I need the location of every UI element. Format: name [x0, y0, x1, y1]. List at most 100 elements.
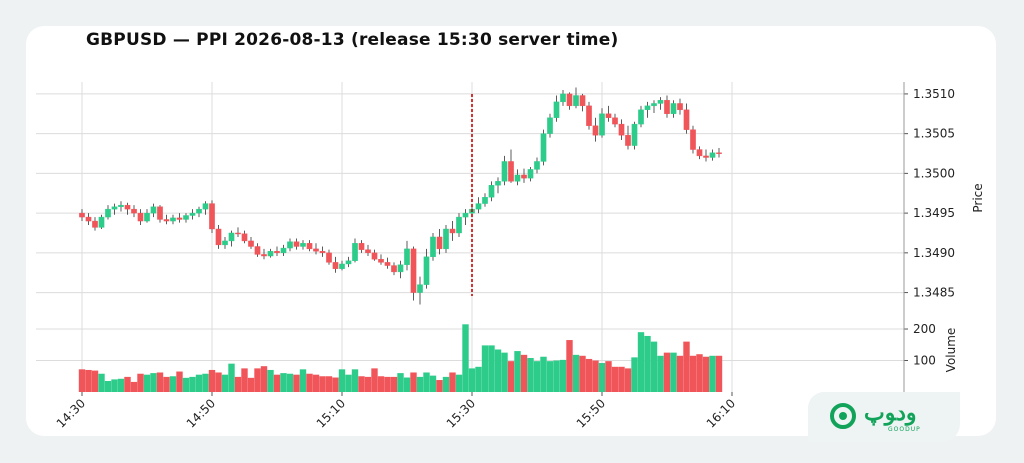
brand-logo: وﺩﻮﭖ GOODUP — [808, 392, 960, 442]
volume-bar — [91, 370, 99, 392]
candle-body — [228, 232, 235, 242]
volume-bar — [637, 332, 645, 392]
candle-body — [410, 248, 417, 293]
candle-body — [501, 161, 508, 182]
price-candles — [79, 87, 722, 305]
volume-bar — [364, 376, 372, 392]
candle-body — [235, 232, 241, 235]
volume-bar — [234, 376, 242, 392]
volume-bar — [98, 373, 105, 392]
volume-bar — [176, 371, 183, 392]
candle-body — [690, 129, 696, 150]
volume-bar — [644, 335, 651, 392]
volume-bar — [442, 376, 450, 392]
candle-body — [534, 161, 540, 170]
volume-bar — [137, 373, 144, 392]
candle-body — [664, 100, 670, 114]
volume-bar — [676, 355, 684, 392]
volume-bar — [397, 373, 404, 392]
plot-area — [36, 82, 904, 392]
candle-body — [449, 228, 456, 234]
volume-bar — [169, 376, 177, 392]
volume-bar — [182, 377, 190, 392]
volume-bar — [384, 376, 391, 392]
volume-bar — [507, 361, 515, 392]
volume-bar — [260, 366, 268, 392]
volume-tick-label: 200 — [913, 322, 936, 336]
volume-bar — [319, 376, 326, 392]
candle-body — [488, 185, 495, 198]
time-tick-label: 14:50 — [184, 396, 218, 430]
volume-bar — [527, 357, 534, 392]
chart-title: GBPUSD — PPI 2026-08-13 (release 15:30 s… — [86, 30, 619, 50]
price-tick-label: 1.3500 — [913, 166, 955, 180]
grid-lines — [36, 82, 904, 392]
volume-bar — [572, 354, 580, 392]
volume-bar — [592, 360, 599, 392]
candle-body — [436, 236, 443, 250]
candle-body — [118, 204, 124, 207]
time-tick-label: 15:10 — [314, 396, 348, 430]
volume-bar — [299, 369, 307, 392]
volume-bar — [78, 369, 86, 392]
volume-bar — [143, 374, 151, 392]
volume-bar — [254, 368, 261, 392]
volume-axis-label: Volume — [944, 328, 958, 373]
candle-body — [300, 243, 306, 247]
candle-body — [124, 204, 131, 210]
candle-body — [644, 105, 651, 111]
volume-bar — [657, 355, 664, 392]
candle-body — [430, 236, 436, 258]
candle-body — [339, 263, 345, 269]
candle-body — [703, 155, 709, 158]
candle-body — [222, 240, 228, 246]
volume-bar — [286, 373, 294, 392]
candle-body — [150, 206, 157, 214]
candle-body — [345, 260, 352, 265]
volume-bar — [566, 340, 573, 392]
volume-bar — [117, 378, 125, 392]
volume-bar — [670, 352, 677, 392]
candle-body — [404, 248, 410, 265]
candle-body — [670, 103, 677, 114]
volume-bar — [475, 366, 482, 392]
candle-body — [566, 93, 573, 107]
candle-body — [475, 203, 482, 210]
volume-bar — [104, 380, 112, 392]
volume-bar — [696, 354, 703, 392]
volume-bar — [371, 368, 378, 392]
candle-body — [462, 212, 469, 218]
candle-body — [319, 251, 326, 254]
volume-bar — [520, 354, 528, 392]
volume-bar — [306, 373, 313, 392]
candle-body — [254, 246, 261, 255]
candle-body — [443, 228, 449, 250]
volume-bar — [416, 376, 424, 392]
volume-bar — [715, 355, 723, 392]
volume-bar — [709, 355, 716, 392]
candle-body — [638, 109, 644, 125]
volume-bar — [156, 372, 164, 392]
candle-body — [209, 203, 215, 230]
volume-bar — [598, 363, 606, 392]
candle-body — [514, 174, 521, 182]
candle-body — [683, 109, 690, 130]
candle-body — [605, 113, 612, 118]
candle-body — [306, 243, 313, 250]
candle-body — [261, 254, 267, 257]
candle-body — [267, 251, 274, 257]
brand-logo-icon — [830, 403, 856, 429]
candle-body — [657, 100, 664, 104]
volume-bar — [494, 349, 502, 392]
volume-bar — [208, 369, 216, 392]
candle-body — [293, 241, 300, 247]
candle-body — [456, 216, 462, 234]
candle-body — [111, 206, 118, 210]
candle-body — [527, 169, 534, 179]
volume-bar — [338, 369, 346, 392]
candle-body — [131, 208, 137, 214]
volume-bar — [689, 355, 697, 392]
volume-bar — [221, 374, 229, 392]
volume-bar — [579, 355, 586, 392]
